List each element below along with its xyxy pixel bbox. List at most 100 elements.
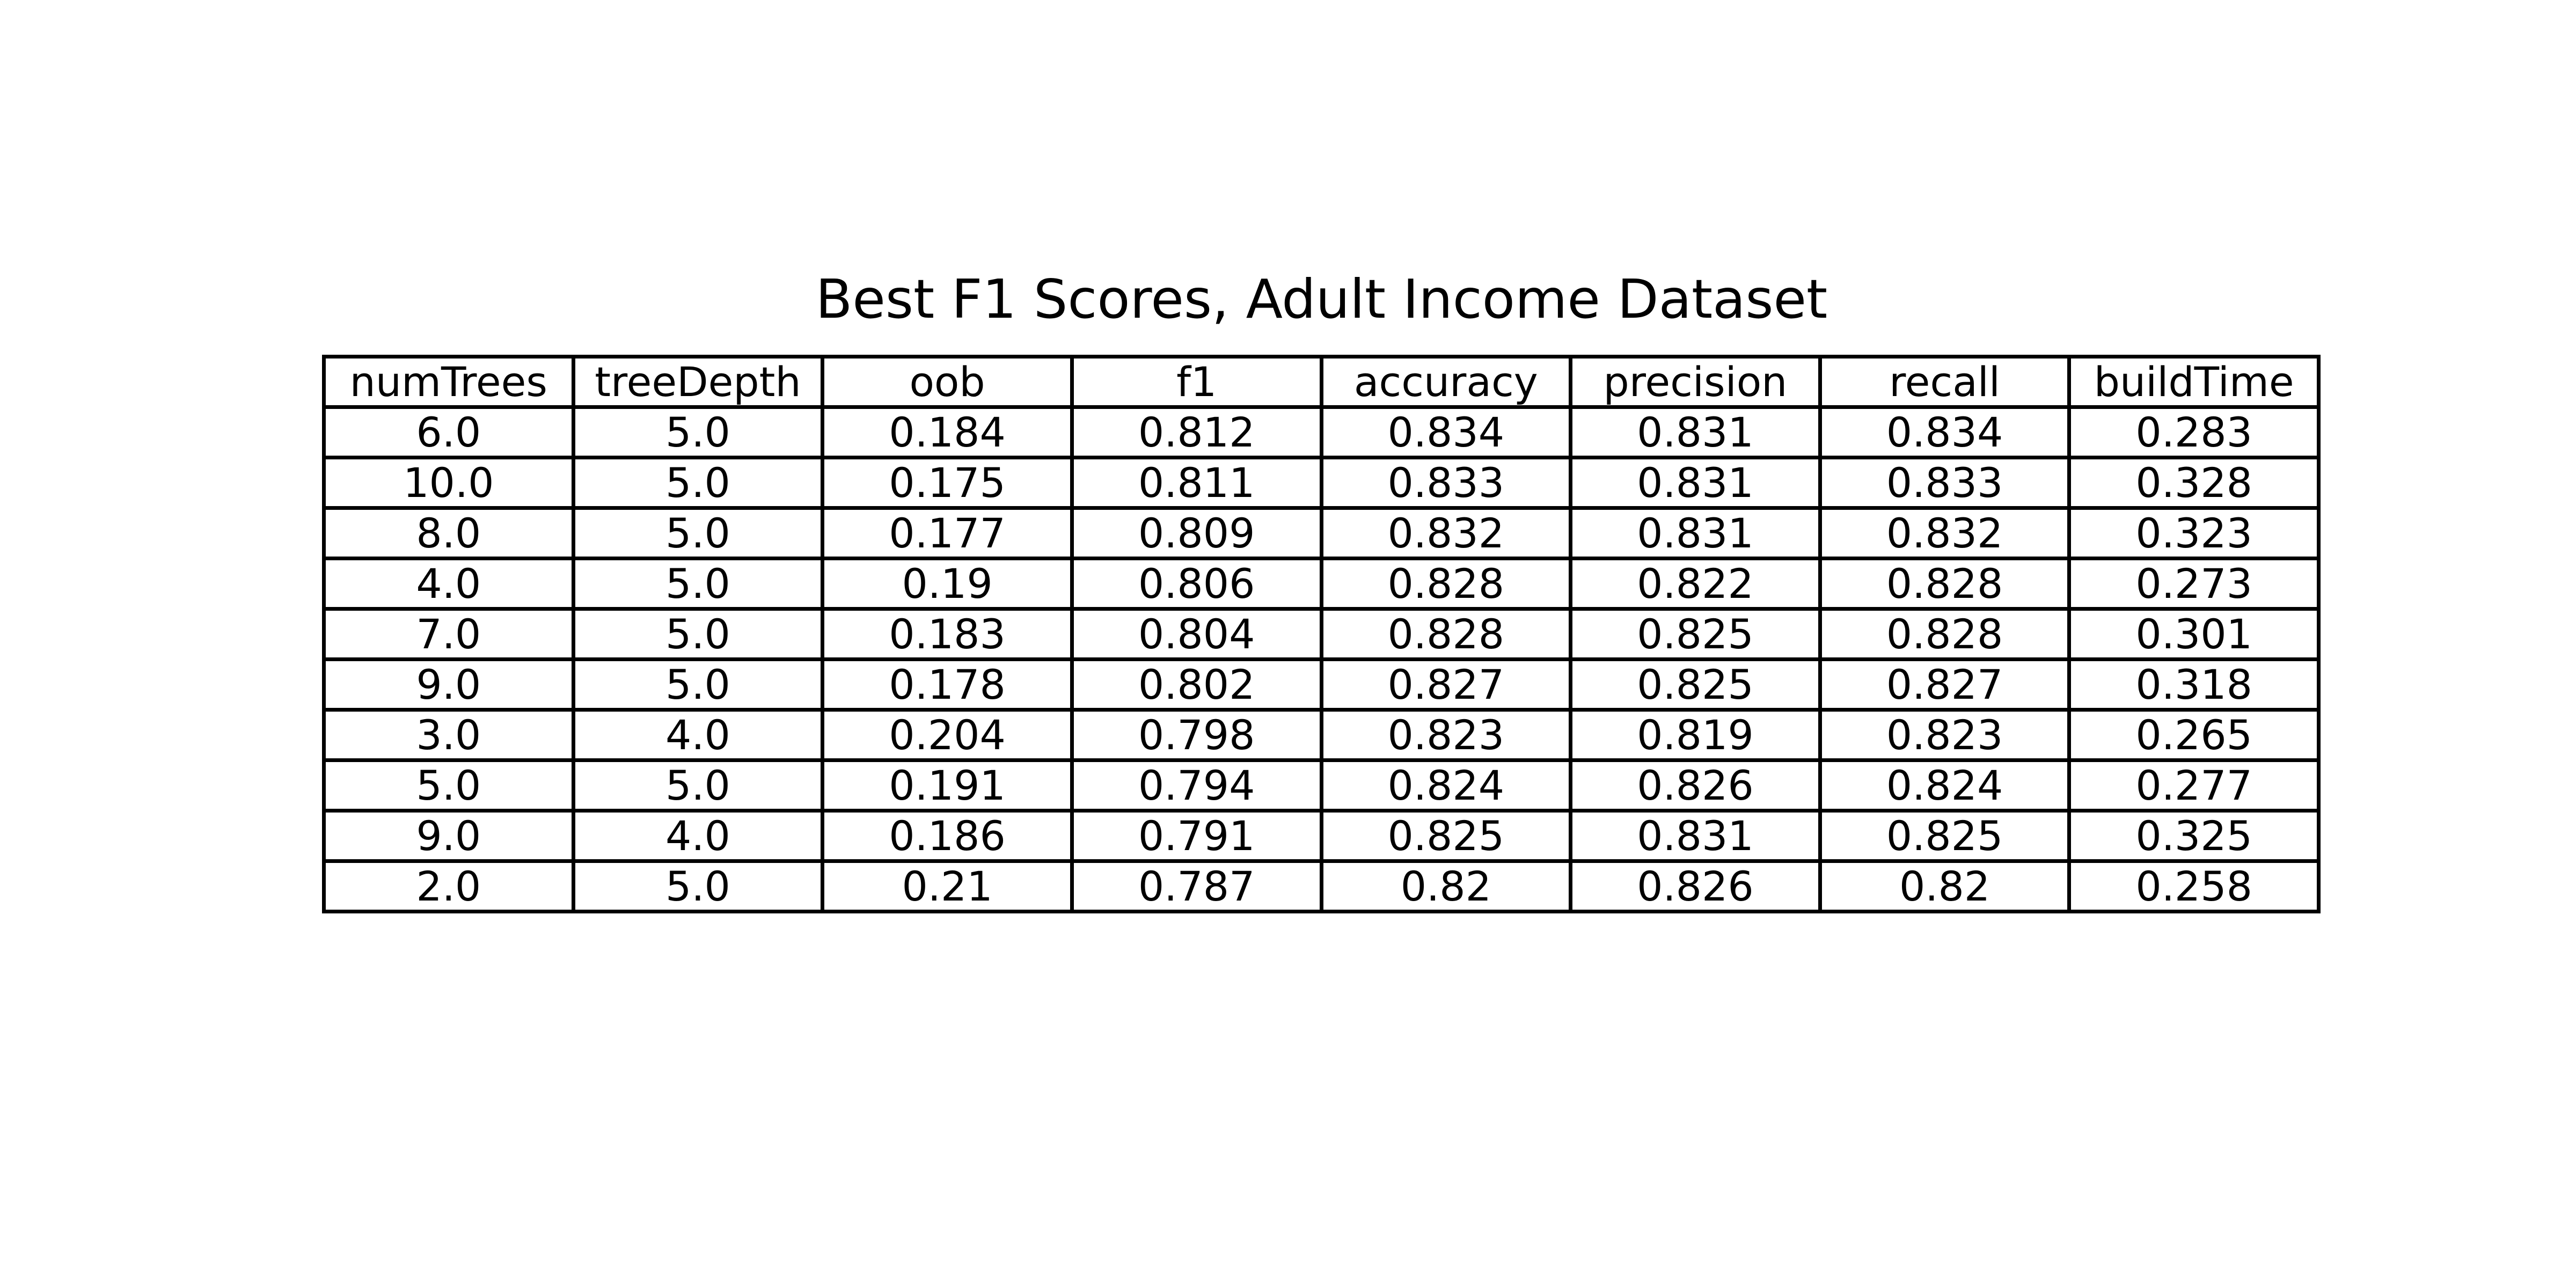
table-cell-numtrees: 10.0 xyxy=(322,456,575,510)
table-cell-precision: 0.825 xyxy=(1569,607,1822,661)
table-cell-buildtime: 0.301 xyxy=(2067,607,2321,661)
table-cell-recall: 0.828 xyxy=(1818,607,2072,661)
table-cell-oob: 0.21 xyxy=(821,859,1074,913)
table-cell-f1: 0.809 xyxy=(1070,506,1323,560)
column-header-numtrees: numTrees xyxy=(322,355,575,409)
table-cell-buildtime: 0.258 xyxy=(2067,859,2321,913)
table-cell-f1: 0.787 xyxy=(1070,859,1323,913)
table-cell-accuracy: 0.82 xyxy=(1319,859,1573,913)
table-cell-recall: 0.827 xyxy=(1818,657,2072,712)
table-cell-accuracy: 0.824 xyxy=(1319,758,1573,813)
table-cell-buildtime: 0.283 xyxy=(2067,405,2321,459)
column-header-treedepth: treeDepth xyxy=(571,355,825,409)
table-row: 6.0 5.0 0.184 0.812 0.834 0.831 0.834 0.283 xyxy=(322,405,2321,459)
table-cell-numtrees: 9.0 xyxy=(322,809,575,863)
table-row: 3.0 4.0 0.204 0.798 0.823 0.819 0.823 0.265 xyxy=(322,708,2321,762)
table-row: 7.0 5.0 0.183 0.804 0.828 0.825 0.828 0.301 xyxy=(322,607,2321,661)
table-cell-recall: 0.825 xyxy=(1818,809,2072,863)
header-row: numTrees treeDepth oob f1 accuracy precision r… xyxy=(322,355,2321,409)
table-row: 9.0 5.0 0.178 0.802 0.827 0.825 0.827 0.318 xyxy=(322,657,2321,712)
table-cell-f1: 0.794 xyxy=(1070,758,1323,813)
table-cell-f1: 0.802 xyxy=(1070,657,1323,712)
table-cell-oob: 0.191 xyxy=(821,758,1074,813)
table-cell-recall: 0.823 xyxy=(1818,708,2072,762)
table-cell-treedepth: 4.0 xyxy=(571,708,825,762)
column-header-precision: precision xyxy=(1569,355,1822,409)
table-cell-oob: 0.177 xyxy=(821,506,1074,560)
table-cell-recall: 0.824 xyxy=(1818,758,2072,813)
table-cell-numtrees: 8.0 xyxy=(322,506,575,560)
column-header-buildtime: buildTime xyxy=(2067,355,2321,409)
table-cell-precision: 0.826 xyxy=(1569,758,1822,813)
table-cell-precision: 0.826 xyxy=(1569,859,1822,913)
column-header-recall: recall xyxy=(1818,355,2072,409)
table-header: numTrees treeDepth oob f1 accuracy precision r… xyxy=(322,355,2321,409)
table-cell-buildtime: 0.318 xyxy=(2067,657,2321,712)
table-cell-accuracy: 0.823 xyxy=(1319,708,1573,762)
column-header-f1: f1 xyxy=(1070,355,1323,409)
table-cell-treedepth: 4.0 xyxy=(571,809,825,863)
table-cell-oob: 0.204 xyxy=(821,708,1074,762)
table-cell-oob: 0.186 xyxy=(821,809,1074,863)
results-table: numTrees treeDepth oob f1 accuracy precision r… xyxy=(322,355,2321,913)
table-cell-buildtime: 0.273 xyxy=(2067,557,2321,611)
table-cell-numtrees: 4.0 xyxy=(322,557,575,611)
table-cell-f1: 0.804 xyxy=(1070,607,1323,661)
table-cell-treedepth: 5.0 xyxy=(571,557,825,611)
table-cell-f1: 0.812 xyxy=(1070,405,1323,459)
table-cell-accuracy: 0.828 xyxy=(1319,607,1573,661)
table-cell-accuracy: 0.825 xyxy=(1319,809,1573,863)
table-cell-accuracy: 0.828 xyxy=(1319,557,1573,611)
table-cell-f1: 0.798 xyxy=(1070,708,1323,762)
column-header-accuracy: accuracy xyxy=(1319,355,1573,409)
table-cell-numtrees: 3.0 xyxy=(322,708,575,762)
table-cell-recall: 0.834 xyxy=(1818,405,2072,459)
table-cell-numtrees: 5.0 xyxy=(322,758,575,813)
table-cell-f1: 0.811 xyxy=(1070,456,1323,510)
table-cell-buildtime: 0.325 xyxy=(2067,809,2321,863)
table-cell-precision: 0.819 xyxy=(1569,708,1822,762)
table-row: 4.0 5.0 0.19 0.806 0.828 0.822 0.828 0.273 xyxy=(322,557,2321,611)
table-cell-treedepth: 5.0 xyxy=(571,607,825,661)
table-cell-treedepth: 5.0 xyxy=(571,657,825,712)
table-cell-numtrees: 9.0 xyxy=(322,657,575,712)
table-cell-oob: 0.175 xyxy=(821,456,1074,510)
table-cell-precision: 0.822 xyxy=(1569,557,1822,611)
table-cell-recall: 0.82 xyxy=(1818,859,2072,913)
table-row: 9.0 4.0 0.186 0.791 0.825 0.831 0.825 0.325 xyxy=(322,809,2321,863)
table-cell-recall: 0.833 xyxy=(1818,456,2072,510)
table-cell-treedepth: 5.0 xyxy=(571,859,825,913)
table-cell-treedepth: 5.0 xyxy=(571,456,825,510)
table-row: 10.0 5.0 0.175 0.811 0.833 0.831 0.833 0.328 xyxy=(322,456,2321,510)
table-row: 2.0 5.0 0.21 0.787 0.82 0.826 0.82 0.258 xyxy=(322,859,2321,913)
table-cell-recall: 0.828 xyxy=(1818,557,2072,611)
table-cell-numtrees: 7.0 xyxy=(322,607,575,661)
table-body: 6.0 5.0 0.184 0.812 0.834 0.831 0.834 0.283 10.0… xyxy=(322,405,2321,913)
table-cell-oob: 0.184 xyxy=(821,405,1074,459)
table-cell-buildtime: 0.323 xyxy=(2067,506,2321,560)
table-cell-precision: 0.831 xyxy=(1569,456,1822,510)
table-cell-f1: 0.791 xyxy=(1070,809,1323,863)
table-cell-accuracy: 0.834 xyxy=(1319,405,1573,459)
table-cell-accuracy: 0.832 xyxy=(1319,506,1573,560)
table-cell-treedepth: 5.0 xyxy=(571,405,825,459)
table-cell-accuracy: 0.833 xyxy=(1319,456,1573,510)
table-cell-treedepth: 5.0 xyxy=(571,758,825,813)
table-cell-precision: 0.831 xyxy=(1569,405,1822,459)
table-cell-precision: 0.831 xyxy=(1569,506,1822,560)
table-row: 5.0 5.0 0.191 0.794 0.824 0.826 0.824 0.277 xyxy=(322,758,2321,813)
table-cell-recall: 0.832 xyxy=(1818,506,2072,560)
table-cell-oob: 0.19 xyxy=(821,557,1074,611)
table-cell-buildtime: 0.265 xyxy=(2067,708,2321,762)
table-row: 8.0 5.0 0.177 0.809 0.832 0.831 0.832 0.323 xyxy=(322,506,2321,560)
column-header-oob: oob xyxy=(821,355,1074,409)
table-cell-accuracy: 0.827 xyxy=(1319,657,1573,712)
table-cell-precision: 0.831 xyxy=(1569,809,1822,863)
table-cell-numtrees: 2.0 xyxy=(322,859,575,913)
table-cell-oob: 0.183 xyxy=(821,607,1074,661)
table-cell-treedepth: 5.0 xyxy=(571,506,825,560)
table-cell-numtrees: 6.0 xyxy=(322,405,575,459)
table-cell-buildtime: 0.277 xyxy=(2067,758,2321,813)
table-cell-precision: 0.825 xyxy=(1569,657,1822,712)
